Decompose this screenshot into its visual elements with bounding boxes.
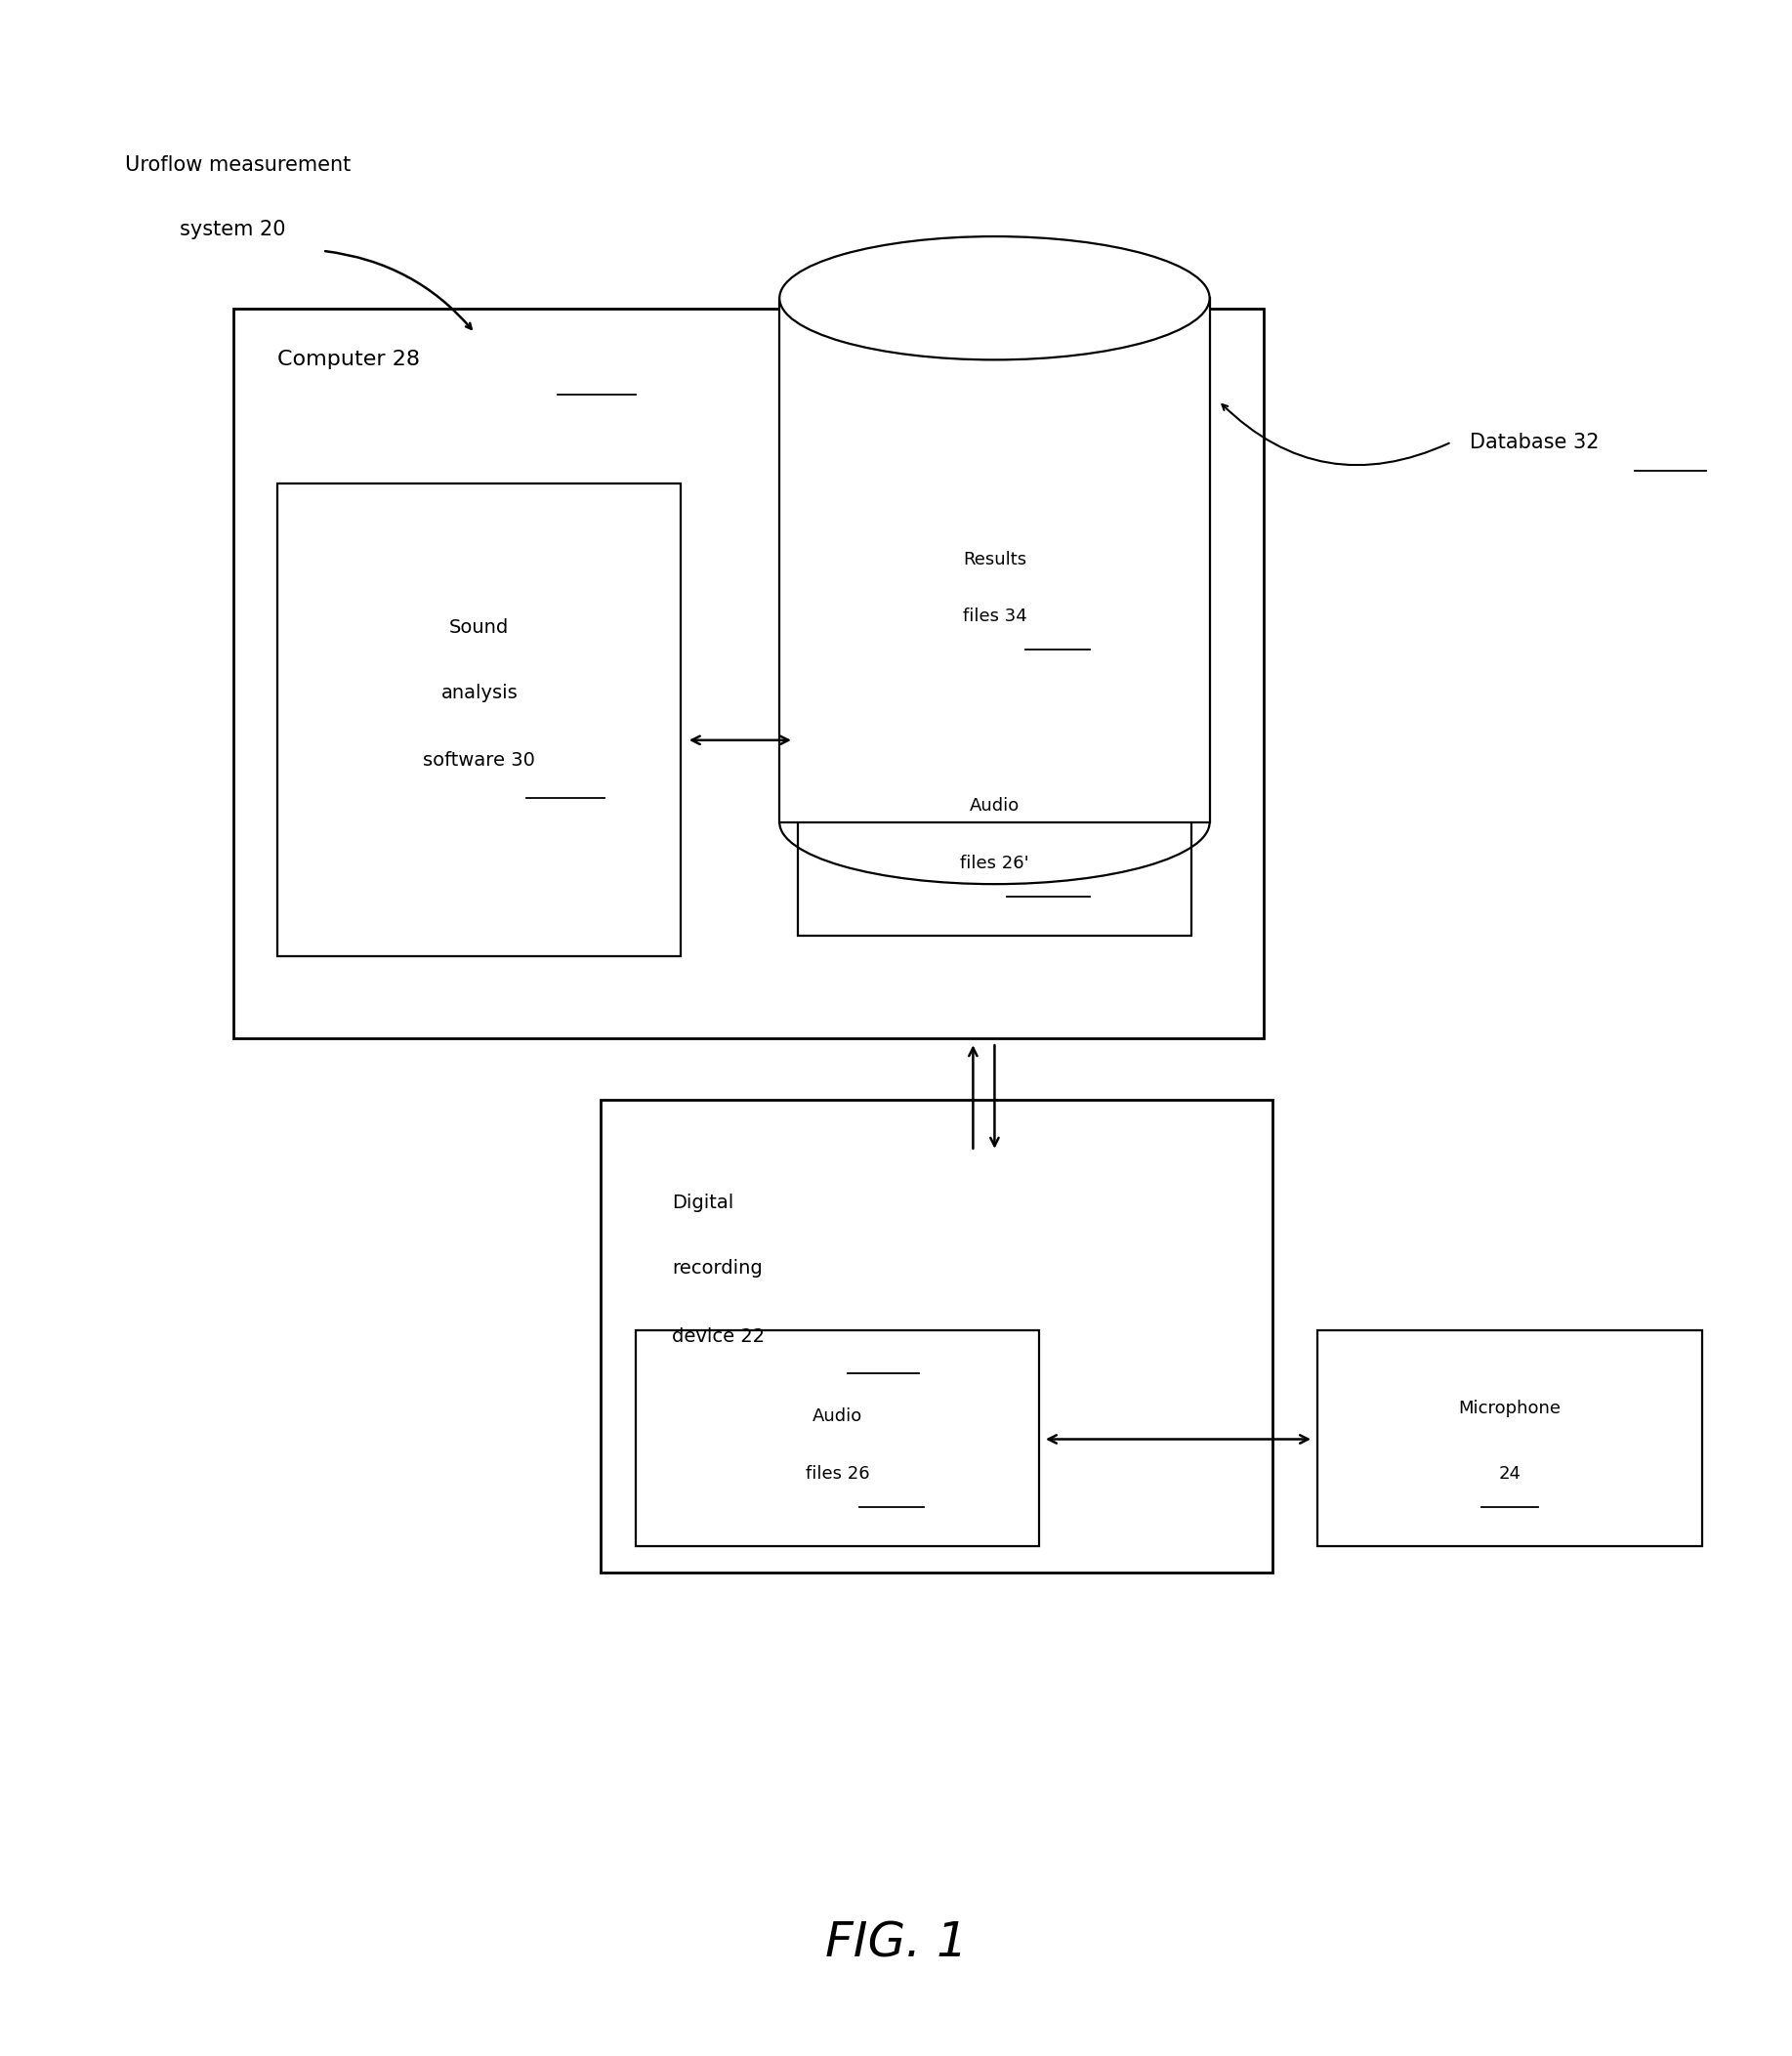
- Text: Results: Results: [962, 551, 1027, 567]
- Text: analysis: analysis: [441, 683, 518, 703]
- Text: Uroflow measurement: Uroflow measurement: [125, 154, 351, 175]
- Text: files 26': files 26': [961, 855, 1029, 872]
- FancyBboxPatch shape: [797, 720, 1192, 935]
- Text: Database 32: Database 32: [1469, 432, 1598, 452]
- Text: Sound: Sound: [450, 617, 509, 637]
- Text: 24: 24: [1498, 1466, 1521, 1482]
- Text: files 26: files 26: [806, 1466, 869, 1482]
- Bar: [780, 298, 1210, 822]
- Text: software 30: software 30: [423, 750, 536, 771]
- Ellipse shape: [780, 236, 1210, 360]
- FancyBboxPatch shape: [278, 483, 681, 956]
- Text: FIG. 1: FIG. 1: [824, 1920, 968, 1966]
- FancyBboxPatch shape: [233, 308, 1263, 1038]
- FancyBboxPatch shape: [600, 1100, 1272, 1573]
- Text: Microphone: Microphone: [1459, 1400, 1561, 1417]
- Text: Audio: Audio: [814, 1408, 862, 1425]
- Text: recording: recording: [672, 1258, 763, 1279]
- FancyBboxPatch shape: [636, 1330, 1039, 1546]
- Text: Digital: Digital: [672, 1192, 733, 1213]
- Text: system 20: system 20: [179, 220, 285, 241]
- FancyBboxPatch shape: [1317, 1330, 1702, 1546]
- FancyBboxPatch shape: [797, 473, 1192, 689]
- Text: files 34: files 34: [962, 609, 1027, 625]
- Text: Computer 28: Computer 28: [278, 350, 421, 370]
- Text: Audio: Audio: [969, 798, 1020, 814]
- Text: device 22: device 22: [672, 1326, 765, 1347]
